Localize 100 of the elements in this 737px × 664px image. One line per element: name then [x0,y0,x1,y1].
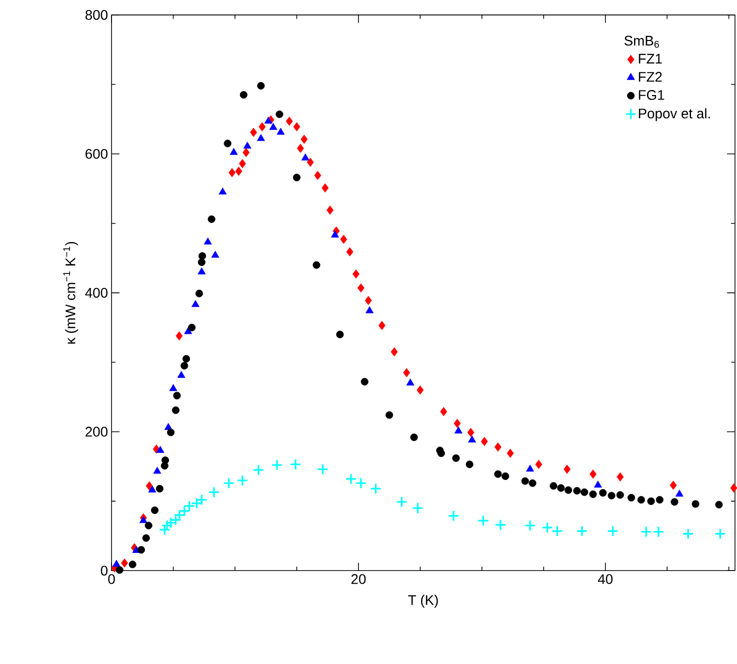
point [177,370,186,378]
point [121,558,128,568]
point [524,520,536,532]
point [590,469,597,479]
point [169,384,178,391]
point [218,187,227,194]
point [176,331,183,340]
point [184,500,196,512]
point [448,510,460,522]
point [144,522,152,530]
point [238,158,246,168]
point [182,354,190,362]
point [139,516,148,523]
point [198,258,206,266]
point [316,463,328,475]
point [150,506,159,514]
point [477,514,489,526]
point [257,82,265,90]
point [156,446,164,453]
point [258,122,266,132]
point [156,484,164,492]
point [466,460,474,468]
point [521,477,529,485]
x-axis-title: T (K) [408,594,438,608]
y-tick-label: 800 [85,10,108,20]
point [184,326,192,334]
point [198,252,206,260]
point [142,534,150,542]
point [292,174,301,182]
y-tick-label: 400 [85,288,108,298]
point [252,464,264,476]
point [730,483,737,492]
point [326,205,334,215]
point [180,362,188,370]
point [370,482,382,494]
point [551,525,563,537]
point [286,116,293,126]
point [607,525,619,537]
point [204,237,212,244]
point [576,525,588,537]
point [242,148,250,157]
point [628,494,636,502]
point [264,116,272,124]
legend-label: Popov et al. [638,108,710,122]
point [480,436,488,446]
point [230,148,238,155]
point [314,170,322,180]
point [652,526,664,538]
point [198,267,206,274]
point [378,320,386,330]
point [340,234,348,244]
point [153,466,162,474]
point [403,368,410,378]
point [564,486,572,494]
point [336,330,344,338]
point [276,110,284,118]
point [300,134,308,144]
point [228,168,236,178]
y-tick-label: 0 [100,566,108,576]
legend-label: FG1 [638,90,664,100]
point [506,448,514,458]
point [637,496,645,504]
point [692,500,700,508]
point [647,497,655,505]
point [364,296,372,305]
point [535,460,542,469]
point [494,442,502,452]
point [235,166,242,176]
point [128,560,136,568]
point [195,290,203,298]
point [161,456,170,464]
point [322,183,329,192]
y-tick-label: 200 [86,426,108,437]
point [410,433,418,441]
point [454,418,461,428]
point [494,518,506,530]
legend-label: FZ1 [638,54,662,64]
point [494,470,502,478]
point [452,454,460,462]
point [390,347,398,356]
point [528,479,536,487]
point [502,472,510,480]
point [167,428,175,436]
point [675,490,684,496]
point [440,406,448,416]
point [656,496,664,504]
y-tick-label: 600 [86,148,108,159]
point [526,464,534,472]
x-tick-label: 40 [598,574,613,584]
point [306,158,314,167]
point [296,144,304,153]
point [223,477,235,489]
point [640,526,652,538]
y-axis-title: κ (mW cm$^{−1}$ K$^{−1}$) [63,242,78,344]
point [345,473,357,485]
point [386,411,394,419]
point [467,428,474,437]
point [211,250,220,258]
point [608,492,616,500]
x-tick-label: 20 [351,574,366,584]
